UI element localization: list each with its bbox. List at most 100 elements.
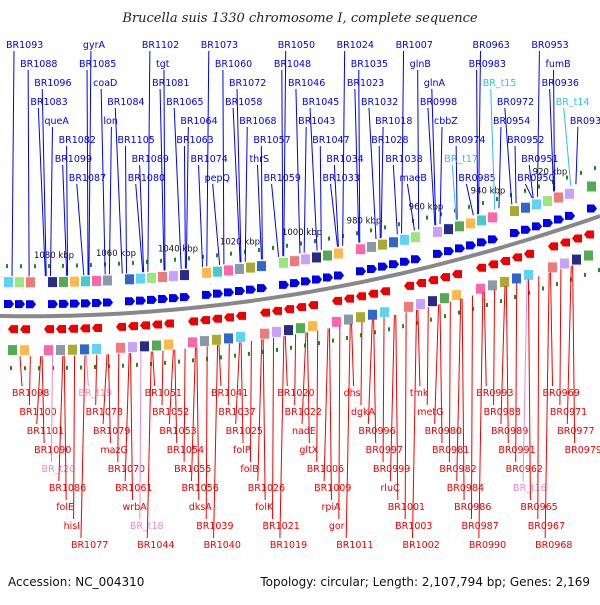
forward-gene-label: BR0998 xyxy=(420,97,457,108)
reverse-feature-block xyxy=(128,342,137,353)
kbp-scale-label: 1060 kbp xyxy=(96,249,136,259)
forward-gene-arrow xyxy=(543,218,553,227)
reverse-gene-label: BR1100 xyxy=(19,407,56,418)
reverse-gene-label: BR1039 xyxy=(196,521,233,532)
gene-leader-line xyxy=(478,292,484,539)
gene-leader-line xyxy=(206,50,210,267)
reverse-gene-label: BR1070 xyxy=(108,464,145,475)
reverse-gene-arrow xyxy=(272,306,282,315)
reverse-gene-arrow xyxy=(416,279,426,288)
gene-leader-line xyxy=(108,126,112,275)
gene-leader-line xyxy=(139,164,145,273)
forward-gene-label: lon xyxy=(103,116,117,127)
reverse-gene-label: BR1101 xyxy=(27,426,64,437)
gene-leader-line xyxy=(49,126,53,277)
reverse-feature-block xyxy=(404,301,413,312)
reverse-gene-label: BR1040 xyxy=(204,540,241,551)
scale-tick xyxy=(580,170,582,175)
scale-tick xyxy=(594,166,596,171)
reverse-feature-block xyxy=(560,258,569,269)
scale-tick xyxy=(538,184,540,189)
gene-leader-line xyxy=(333,164,339,247)
scale-tick xyxy=(384,225,386,230)
forward-gene-label: BR1045 xyxy=(302,97,339,108)
gene-leader-line xyxy=(338,326,341,520)
reverse-gene-arrow xyxy=(236,311,246,320)
gene-leader-line xyxy=(281,69,284,257)
forward-feature-block xyxy=(543,195,552,206)
gene-leader-line xyxy=(417,69,420,230)
scale-tick xyxy=(258,247,260,252)
reverse-gene-label: BR0969 xyxy=(543,388,580,399)
reverse-feature-block xyxy=(20,345,29,356)
forward-gene-label: BR1072 xyxy=(229,78,266,89)
reverse-gene-label: BR1022 xyxy=(285,407,322,418)
reverse-gene-arrow xyxy=(500,256,510,265)
reverse-gene-arrow xyxy=(260,308,270,317)
scale-tick xyxy=(132,260,134,265)
forward-gene-label: cbbZ xyxy=(434,116,458,127)
gene-leader-line xyxy=(205,346,208,520)
gene-leader-line xyxy=(490,88,496,210)
gene-leader-line xyxy=(212,183,221,265)
scale-tick xyxy=(276,347,278,352)
scale-tick xyxy=(122,363,124,368)
forward-feature-block xyxy=(26,277,35,288)
reverse-gene-arrow xyxy=(344,294,354,303)
reverse-feature-block xyxy=(80,344,89,355)
forward-gene-label: fumB xyxy=(546,59,571,70)
scale-tick xyxy=(164,360,166,365)
gene-leader-line xyxy=(125,145,128,274)
scale-tick xyxy=(496,197,498,202)
forward-gene-arrow xyxy=(246,285,256,294)
scale-tick xyxy=(286,243,288,248)
reverse-feature-block xyxy=(512,273,521,284)
forward-gene-label: BR1043 xyxy=(298,116,335,127)
scale-tick xyxy=(426,215,428,220)
gene-leader-line xyxy=(476,69,479,215)
forward-gene-label: glnB xyxy=(410,59,431,70)
gene-leader-line xyxy=(404,312,407,520)
reverse-gene-arrow xyxy=(512,253,522,262)
gene-leader-line xyxy=(130,352,134,501)
reverse-gene-arrow xyxy=(404,281,414,290)
scale-tick xyxy=(62,263,64,268)
forward-gene-label: BR1065 xyxy=(166,97,203,108)
forward-gene-label: BR0936 xyxy=(542,78,579,89)
gene-leader-line xyxy=(100,88,106,275)
reverse-gene-arrow xyxy=(200,316,210,325)
forward-gene-label: BR1099 xyxy=(55,154,92,165)
gene-leader-line xyxy=(102,354,108,425)
forward-gene-arrow xyxy=(323,273,333,282)
forward-gene-label: BR1068 xyxy=(239,116,276,127)
gene-leader-line xyxy=(378,145,381,239)
gene-leader-line xyxy=(309,107,318,251)
forward-gene-arrow xyxy=(301,277,311,286)
reverse-gene-label: BR0962 xyxy=(506,464,543,475)
forward-feature-block xyxy=(554,192,563,203)
reverse-feature-block xyxy=(440,293,449,304)
reverse-gene-label: BR0990 xyxy=(469,540,506,551)
gene-leader-line xyxy=(37,107,46,277)
forward-feature-block xyxy=(477,215,486,226)
reverse-gene-label: dksA xyxy=(189,502,212,513)
forward-feature-block xyxy=(257,261,266,272)
reverse-gene-label: dhs xyxy=(344,388,361,399)
forward-gene-label: BR1048 xyxy=(274,59,311,70)
forward-gene-arrow xyxy=(312,275,322,284)
reverse-gene-label: BR0979 xyxy=(565,445,600,456)
forward-gene-label: BR_t15 xyxy=(483,78,517,89)
gene-leader-line xyxy=(227,343,230,406)
reverse-gene-label: mazG xyxy=(100,445,127,456)
forward-gene-arrow xyxy=(15,300,25,309)
reverse-gene-arrow xyxy=(584,230,594,239)
scale-tick xyxy=(146,259,148,264)
forward-feature-block xyxy=(279,257,288,268)
forward-gene-arrow xyxy=(81,299,91,308)
gene-leader-line xyxy=(417,309,421,387)
forward-feature-block xyxy=(532,199,541,210)
scale-tick xyxy=(80,365,82,370)
forward-gene-label: BR1047 xyxy=(312,135,349,146)
gene-leader-line xyxy=(498,126,502,209)
reverse-gene-label: BR1001 xyxy=(388,502,425,513)
